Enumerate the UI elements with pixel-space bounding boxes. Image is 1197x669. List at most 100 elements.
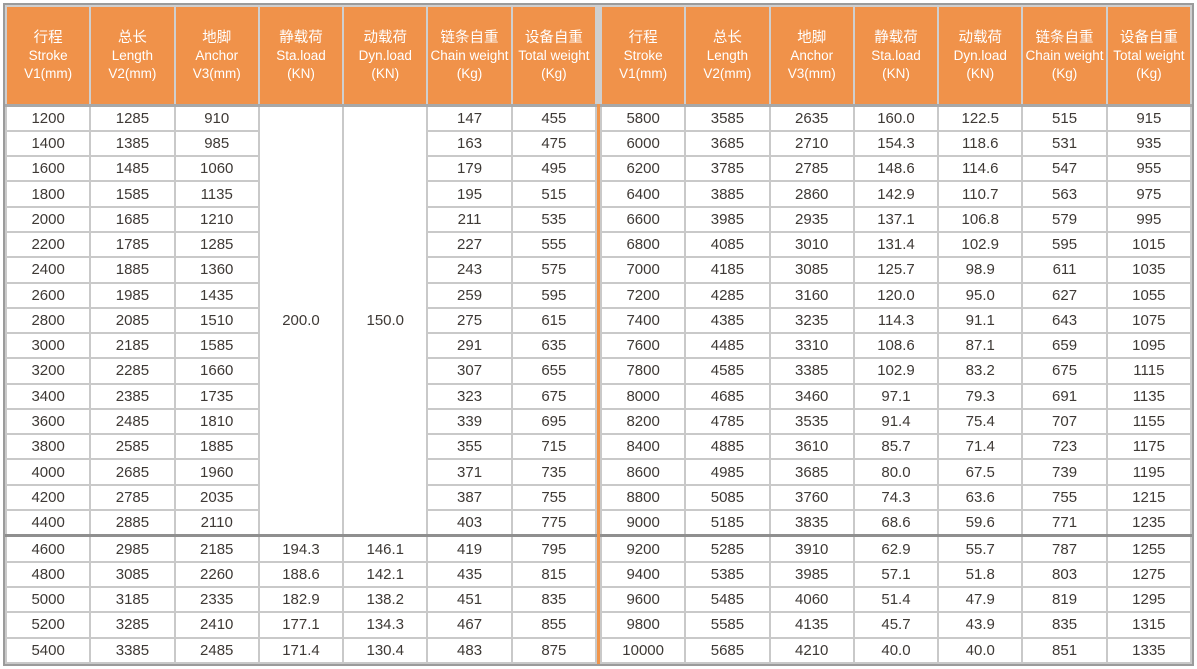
cell-length: 1385 [89, 129, 176, 158]
cell-anchor: 1360 [173, 256, 260, 284]
cell-sta-load: 102.9 [852, 357, 940, 385]
cell-dyn-load: 91.1 [937, 306, 1024, 335]
header-sta-load-cn: 静载荷 [279, 29, 323, 46]
cell-length: 5185 [684, 508, 771, 537]
cell-stroke: 2000 [4, 205, 92, 234]
cell-stroke: 6000 [599, 129, 687, 158]
cell-stroke: 1800 [4, 180, 92, 208]
cell-dyn-load: 79.3 [937, 382, 1024, 410]
header-anchor-unit: V3(mm) [787, 65, 836, 81]
table-row: 2600 1985 1435 259 595 [4, 281, 598, 309]
cell-anchor: 2035 [173, 483, 260, 511]
cell-total-weight: 875 [510, 636, 598, 665]
cell-sta-load: 68.6 [852, 508, 940, 537]
cell-chain-weight: 195 [426, 180, 513, 208]
header-anchor-en: Anchor [195, 48, 239, 64]
cell-anchor: 3985 [768, 560, 855, 589]
cell-length: 4885 [684, 433, 771, 461]
cell-stroke: 1200 [4, 104, 92, 132]
cell-stroke: 8600 [599, 458, 687, 486]
cell-sta-load: 108.6 [852, 332, 940, 360]
cell-total-weight: 775 [510, 508, 598, 537]
cell-chain-weight: 835 [1021, 611, 1108, 639]
header-length: 总长 Length V2(mm) [684, 5, 771, 107]
cell-chain-weight: 403 [426, 508, 513, 537]
table-row: 9000 5185 3835 68.6 59.6 771 1235 [599, 508, 1193, 537]
cell-length: 1985 [89, 281, 176, 309]
table-row: 2200 1785 1285 227 555 [4, 230, 598, 259]
table-row: 1800 1585 1135 195 515 [4, 180, 598, 208]
header-chain-weight-cn: 链条自重 [1035, 29, 1094, 46]
header-anchor: 地脚 Anchor V3(mm) [173, 5, 260, 107]
table-row: 9600 5485 4060 51.4 47.9 819 1295 [599, 586, 1193, 614]
cell-dyn-load: 102.9 [937, 230, 1024, 259]
cell-length: 2985 [89, 534, 176, 563]
cell-stroke: 3200 [4, 357, 92, 385]
cell-total-weight: 915 [1105, 104, 1193, 132]
cell-length: 1885 [89, 256, 176, 284]
cell-dyn-load: 83.2 [937, 357, 1024, 385]
header-length-unit: V2(mm) [703, 65, 752, 81]
cell-total-weight: 975 [1105, 180, 1193, 208]
cell-length: 2185 [89, 332, 176, 360]
table-row: 10000 5685 4210 40.0 40.0 851 1335 [599, 636, 1193, 665]
header-anchor-cn: 地脚 [202, 29, 232, 46]
cell-chain-weight: 371 [426, 458, 513, 486]
cell-stroke: 8000 [599, 382, 687, 410]
cell-chain-weight: 627 [1021, 281, 1108, 309]
cell-length: 5685 [684, 636, 771, 665]
cell-chain-weight: 755 [1021, 483, 1108, 511]
cell-stroke: 9600 [599, 586, 687, 614]
cell-chain-weight: 179 [426, 155, 513, 183]
cell-length: 4685 [684, 382, 771, 410]
cell-total-weight: 635 [510, 332, 598, 360]
cell-chain-weight: 467 [426, 611, 513, 639]
spec-table-frame: 行程 Stroke V1(mm) 总长 Length V2(mm) 地脚 Anchor V3(m… [3, 3, 1194, 666]
table-row: 5200 3285 2410 177.1 134.3 467 855 [4, 611, 598, 639]
table-row: 2000 1685 1210 211 535 [4, 205, 598, 234]
table-row: 6600 3985 2935 137.1 106.8 579 995 [599, 205, 1193, 234]
cell-dyn-load: 75.4 [937, 407, 1024, 436]
cell-total-weight: 1335 [1105, 636, 1193, 665]
cell-total-weight: 1235 [1105, 508, 1193, 537]
header-chain-weight-cn: 链条自重 [440, 29, 499, 46]
cell-anchor: 1960 [173, 458, 260, 486]
cell-stroke: 2800 [4, 306, 92, 335]
header-dyn-load-cn: 动载荷 [958, 29, 1003, 46]
cell-length: 5285 [684, 534, 771, 563]
table-row: 7200 4285 3160 120.0 95.0 627 1055 [599, 281, 1193, 309]
cell-length: 4485 [684, 332, 771, 360]
cell-anchor: 3910 [768, 534, 855, 563]
header-row: 行程 Stroke V1(mm) 总长 Length V2(mm) 地脚 Anchor V3(m… [4, 5, 598, 107]
header-length-unit: V2(mm) [108, 65, 157, 81]
header-anchor: 地脚 Anchor V3(mm) [768, 5, 855, 107]
cell-sta-load: 125.7 [852, 256, 940, 284]
cell-length: 2685 [89, 458, 176, 486]
cell-chain-weight: 323 [426, 382, 513, 410]
cell-total-weight: 955 [1105, 155, 1193, 183]
cell-dyn-load: 122.5 [937, 104, 1024, 132]
cell-chain-weight: 531 [1021, 129, 1108, 158]
header-anchor-unit: V3(mm) [192, 65, 241, 81]
cell-dyn-load: 51.8 [937, 560, 1024, 589]
cell-chain-weight: 787 [1021, 534, 1108, 563]
header-stroke-unit: V1(mm) [619, 65, 668, 81]
table-row: 1400 1385 985 163 475 [4, 129, 598, 158]
cell-dyn-load: 146.1 [342, 534, 429, 563]
table-row: 7600 4485 3310 108.6 87.1 659 1095 [599, 332, 1193, 360]
table-row: 6800 4085 3010 131.4 102.9 595 1015 [599, 230, 1193, 259]
cell-chain-weight: 259 [426, 281, 513, 309]
cell-anchor: 910 [173, 104, 260, 132]
cell-stroke: 3800 [4, 433, 92, 461]
cell-total-weight: 455 [510, 104, 598, 132]
cell-anchor: 4135 [768, 611, 855, 639]
cell-anchor: 3685 [768, 458, 855, 486]
cell-dyn-load: 142.1 [342, 560, 429, 589]
cell-length: 3585 [684, 104, 771, 132]
cell-chain-weight: 723 [1021, 433, 1108, 461]
cell-total-weight: 1055 [1105, 281, 1193, 309]
table-row: 3400 2385 1735 323 675 [4, 382, 598, 410]
cell-chain-weight: 739 [1021, 458, 1108, 486]
center-divider [597, 5, 600, 664]
header-anchor-en: Anchor [790, 48, 834, 64]
